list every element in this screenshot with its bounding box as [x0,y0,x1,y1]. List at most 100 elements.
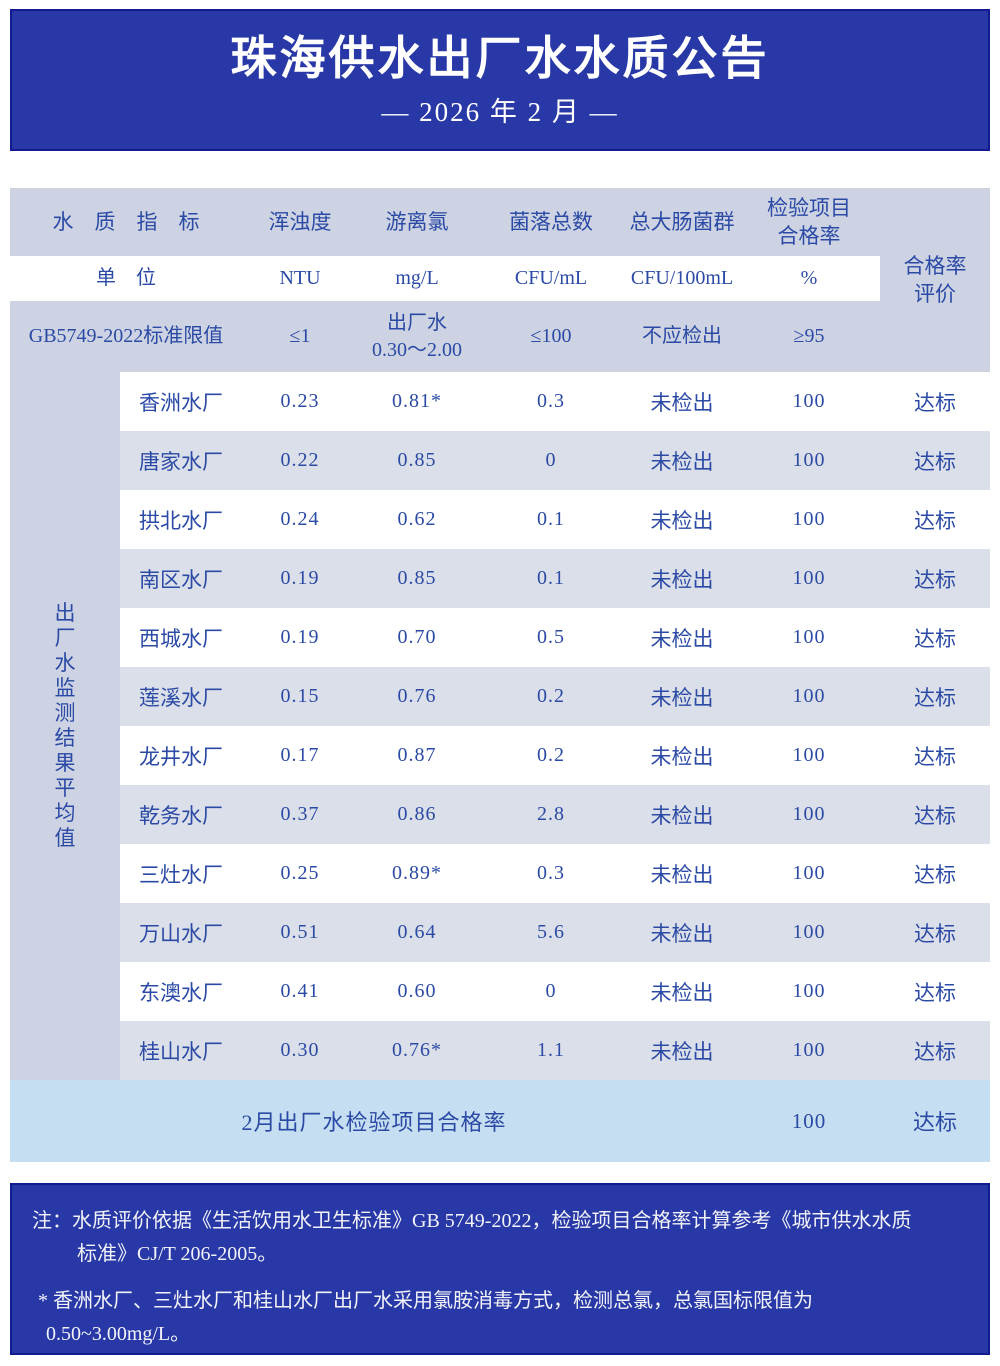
table-row: 桂山水厂 0.30 0.76* 1.1 未检出 100 达标 [120,1021,990,1080]
chlorine-value: 0.85 [397,567,437,589]
evaluation-value: 达标 [914,567,956,592]
bacteria-value: 0.3 [537,862,565,884]
evaluation-value: 达标 [914,685,956,710]
pass-rate-value: 100 [792,744,826,766]
pass-rate-value: 100 [792,626,826,648]
chlorine-value: 0.89* [392,862,442,884]
bacteria-value: 2.8 [537,803,565,825]
evaluation-value: 达标 [914,508,956,533]
page-subtitle: — 2026 年 2 月 — [381,96,619,127]
pass-rate-value: 100 [792,803,826,825]
plant-name: 唐家水厂 [139,449,223,474]
bacteria-value: 0 [545,449,557,471]
bacteria-value: 0.1 [537,508,565,530]
chlorine-value: 0.62 [397,508,437,530]
coliform-value: 未检出 [650,803,714,828]
coliform-value: 未检出 [650,508,714,533]
evaluation-value: 达标 [914,626,956,651]
chlorine-value: 0.64 [397,921,437,943]
bacteria-value: 1.1 [537,1039,565,1061]
page-title: 珠海供水出厂水水质公告 [230,32,770,84]
table-body: 出 厂 水 监 测 结 果 平 均 值 香洲水厂 0.23 0.81* 0.3 … [10,372,990,1080]
limit-coliform: 不应检出 [642,325,722,347]
table-row: 万山水厂 0.51 0.64 5.6 未检出 100 达标 [120,903,990,962]
unit-chlorine: mg/L [358,256,476,301]
unit-turbidity: NTU [242,256,358,301]
coliform-value: 未检出 [650,921,714,946]
table-row: 三灶水厂 0.25 0.89* 0.3 未检出 100 达标 [120,844,990,903]
plant-name: 三灶水厂 [139,862,223,887]
chlorine-value: 0.81* [392,390,442,412]
bacteria-value: 0.2 [537,685,565,707]
table-row: 莲溪水厂 0.15 0.76 0.2 未检出 100 达标 [120,667,990,726]
footnote-chloramine: * 香洲水厂、三灶水厂和桂山水厂出厂水采用氯胺消毒方式，检测总氯，总氯国标限值为… [38,1290,813,1345]
evaluation-value: 达标 [914,744,956,769]
evaluation-value: 达标 [914,862,956,887]
plant-name: 桂山水厂 [139,1039,223,1064]
evaluation-value: 达标 [914,1039,956,1064]
table-row: 拱北水厂 0.24 0.62 0.1 未检出 100 达标 [120,490,990,549]
plant-name: 香洲水厂 [139,390,223,415]
chlorine-value: 0.60 [397,980,437,1002]
turbidity-value: 0.25 [280,862,320,884]
pass-rate-value: 100 [792,567,826,589]
plant-name: 乾务水厂 [139,803,223,828]
turbidity-value: 0.37 [280,803,320,825]
col-header-coliform: 总大肠菌群 [629,209,735,234]
pass-rate-value: 100 [792,685,826,707]
turbidity-value: 0.51 [280,921,320,943]
unit-row-label: 单 位 [10,256,242,301]
plant-name: 拱北水厂 [139,508,223,533]
notice-header: 珠海供水出厂水水质公告 — 2026 年 2 月 — [10,9,990,151]
bacteria-value: 0.2 [537,744,565,766]
bacteria-value: 0.5 [537,626,565,648]
summary-evaluation: 达标 [912,1110,957,1135]
pass-rate-value: 100 [792,508,826,530]
turbidity-value: 0.22 [280,449,320,471]
footnotes: 注：水质评价依据《生活饮用水卫生标准》GB 5749-2022，检验项目合格率计… [10,1183,990,1355]
coliform-value: 未检出 [650,980,714,1005]
evaluation-value: 达标 [914,390,956,415]
table-header: 水 质 指 标 浑浊度 游离氯 菌落总数 总大肠菌群 检验项目 合格率 合格率 … [10,188,990,372]
table-row: 乾务水厂 0.37 0.86 2.8 未检出 100 达标 [120,785,990,844]
chlorine-value: 0.86 [397,803,437,825]
col-header-evaluation: 合格率 评价 [880,188,990,372]
turbidity-value: 0.30 [280,1039,320,1061]
summary-label: 2月出厂水检验项目合格率 [241,1110,507,1135]
plant-name: 万山水厂 [139,921,223,946]
plant-name: 东澳水厂 [139,980,223,1005]
pass-rate-value: 100 [792,449,826,471]
row-group-column: 出 厂 水 监 测 结 果 平 均 值 [10,372,120,1080]
pass-rate-value: 100 [792,921,826,943]
turbidity-value: 0.17 [280,744,320,766]
turbidity-value: 0.15 [280,685,320,707]
coliform-value: 未检出 [650,862,714,887]
table-row: 唐家水厂 0.22 0.85 0 未检出 100 达标 [120,431,990,490]
turbidity-value: 0.19 [280,626,320,648]
table-row: 香洲水厂 0.23 0.81* 0.3 未检出 100 达标 [120,372,990,431]
coliform-value: 未检出 [650,390,714,415]
table-row: 龙井水厂 0.17 0.87 0.2 未检出 100 达标 [120,726,990,785]
pass-rate-value: 100 [792,390,826,412]
chlorine-value: 0.87 [397,744,437,766]
unit-bacteria: CFU/mL [476,256,626,301]
coliform-value: 未检出 [650,685,714,710]
evaluation-value: 达标 [914,980,956,1005]
plant-rows: 香洲水厂 0.23 0.81* 0.3 未检出 100 达标 唐家水厂 0.22… [120,372,990,1080]
summary-row: 2月出厂水检验项目合格率 100 达标 [10,1080,990,1162]
table-row: 西城水厂 0.19 0.70 0.5 未检出 100 达标 [120,608,990,667]
pass-rate-value: 100 [792,862,826,884]
bacteria-value: 0.1 [537,567,565,589]
turbidity-value: 0.24 [280,508,320,530]
bacteria-value: 0.3 [537,390,565,412]
unit-coliform: CFU/100mL [626,256,738,301]
turbidity-value: 0.19 [280,567,320,589]
col-header-chlorine: 游离氯 [385,209,449,234]
pass-rate-value: 100 [792,1039,826,1061]
limit-pass-rate: ≥95 [793,325,825,347]
limit-row-label: GB5749-2022标准限值 [28,325,224,347]
coliform-value: 未检出 [650,449,714,474]
evaluation-value: 达标 [914,449,956,474]
turbidity-value: 0.23 [280,390,320,412]
